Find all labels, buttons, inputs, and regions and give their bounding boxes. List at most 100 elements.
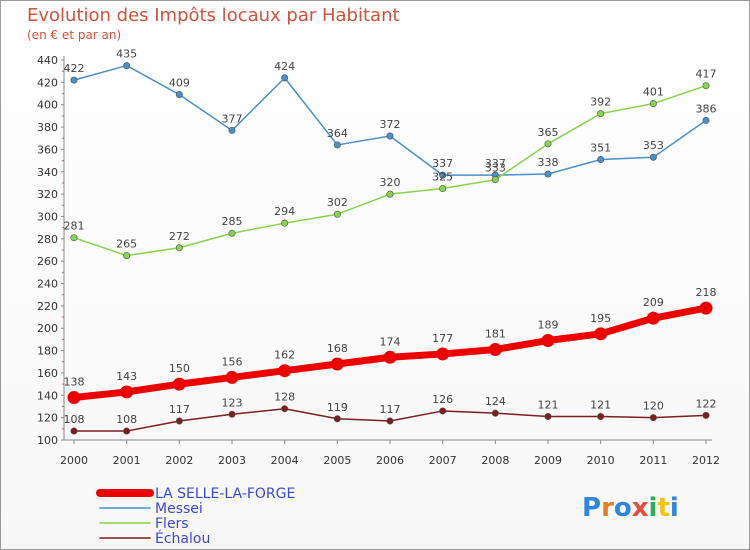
data-label: 417 bbox=[696, 68, 717, 81]
data-label: 168 bbox=[327, 342, 348, 355]
legend-label: Messei bbox=[155, 501, 203, 517]
data-label: 422 bbox=[64, 62, 85, 75]
data-point bbox=[172, 377, 186, 391]
data-point bbox=[70, 427, 78, 435]
data-point bbox=[70, 76, 78, 84]
data-label: 401 bbox=[643, 86, 664, 99]
data-point bbox=[70, 234, 78, 242]
data-label: 138 bbox=[64, 376, 85, 389]
data-label: 156 bbox=[222, 355, 243, 368]
data-label: 123 bbox=[222, 396, 243, 409]
x-tick-label: 2009 bbox=[534, 454, 562, 467]
data-point bbox=[175, 417, 183, 425]
data-label: 351 bbox=[590, 141, 611, 154]
data-point bbox=[439, 407, 447, 415]
data-label: 108 bbox=[116, 413, 137, 426]
x-tick-label: 2007 bbox=[429, 454, 457, 467]
data-label: 126 bbox=[432, 393, 453, 406]
data-label: 181 bbox=[485, 327, 506, 340]
y-tick-label: 220 bbox=[37, 300, 58, 313]
y-tick-label: 440 bbox=[37, 54, 58, 67]
data-label: 108 bbox=[64, 413, 85, 426]
data-point bbox=[491, 409, 499, 417]
y-tick-label: 260 bbox=[37, 255, 58, 268]
data-point bbox=[541, 334, 555, 348]
data-point bbox=[278, 364, 292, 378]
y-tick-label: 120 bbox=[37, 412, 58, 425]
data-point bbox=[120, 385, 134, 399]
y-tick-label: 160 bbox=[37, 367, 58, 380]
chart-title: Evolution des Impôts locaux par Habitant bbox=[27, 5, 400, 26]
y-tick-label: 200 bbox=[37, 322, 58, 335]
data-point bbox=[333, 210, 341, 218]
x-tick-label: 2008 bbox=[481, 454, 509, 467]
data-point bbox=[649, 414, 657, 422]
data-point bbox=[175, 244, 183, 252]
data-point bbox=[123, 252, 131, 260]
data-label: 117 bbox=[380, 403, 401, 416]
data-label: 189 bbox=[538, 319, 559, 332]
data-point bbox=[488, 342, 502, 356]
data-label: 364 bbox=[327, 127, 348, 140]
data-label: 333 bbox=[485, 162, 506, 175]
x-tick-label: 2000 bbox=[60, 454, 88, 467]
proxiti-logo: Proxiti bbox=[582, 493, 679, 523]
data-label: 353 bbox=[643, 139, 664, 152]
data-point bbox=[702, 411, 710, 419]
data-label: 195 bbox=[590, 312, 611, 325]
legend-label: LA SELLE-LA-FORGE bbox=[155, 486, 295, 502]
y-tick-label: 320 bbox=[37, 188, 58, 201]
data-point bbox=[386, 190, 394, 198]
data-point bbox=[649, 153, 657, 161]
data-point bbox=[544, 170, 552, 178]
data-point bbox=[439, 185, 447, 193]
y-tick-label: 180 bbox=[37, 345, 58, 358]
x-tick-label: 2001 bbox=[113, 454, 141, 467]
data-point bbox=[597, 155, 605, 163]
data-point bbox=[225, 370, 239, 384]
data-point bbox=[228, 126, 236, 134]
x-tick-label: 2006 bbox=[376, 454, 404, 467]
data-point bbox=[699, 301, 713, 315]
data-label: 265 bbox=[116, 238, 137, 251]
x-tick-label: 2005 bbox=[323, 454, 351, 467]
data-point bbox=[646, 311, 660, 325]
x-tick-label: 2011 bbox=[639, 454, 667, 467]
data-point bbox=[702, 82, 710, 90]
chart-subtitle: (en € et par an) bbox=[27, 28, 122, 42]
data-label: 281 bbox=[64, 220, 85, 233]
data-point bbox=[281, 219, 289, 227]
data-point bbox=[281, 405, 289, 413]
data-label: 122 bbox=[696, 397, 717, 410]
data-label: 143 bbox=[116, 370, 137, 383]
data-point bbox=[597, 110, 605, 118]
data-point bbox=[281, 74, 289, 82]
data-point bbox=[123, 427, 131, 435]
data-point bbox=[649, 100, 657, 108]
data-label: 409 bbox=[169, 77, 190, 90]
data-label: 294 bbox=[274, 205, 295, 218]
data-point bbox=[436, 347, 450, 361]
data-label: 386 bbox=[696, 102, 717, 115]
data-point bbox=[175, 91, 183, 99]
data-label: 121 bbox=[538, 399, 559, 412]
data-label: 272 bbox=[169, 230, 190, 243]
data-label: 337 bbox=[485, 157, 506, 170]
data-point bbox=[597, 413, 605, 421]
data-label: 435 bbox=[116, 48, 137, 61]
data-label: 392 bbox=[590, 96, 611, 109]
data-label: 285 bbox=[222, 215, 243, 228]
legend-label: Flers bbox=[155, 516, 189, 532]
data-label: 124 bbox=[485, 395, 506, 408]
data-point bbox=[67, 391, 81, 405]
data-point bbox=[330, 357, 344, 371]
y-tick-label: 400 bbox=[37, 99, 58, 112]
data-point bbox=[439, 171, 447, 179]
data-label: 162 bbox=[274, 349, 295, 362]
data-label: 338 bbox=[538, 156, 559, 169]
x-tick-label: 2003 bbox=[218, 454, 246, 467]
data-label: 150 bbox=[169, 362, 190, 375]
data-point bbox=[594, 327, 608, 341]
data-label: 128 bbox=[274, 391, 295, 404]
